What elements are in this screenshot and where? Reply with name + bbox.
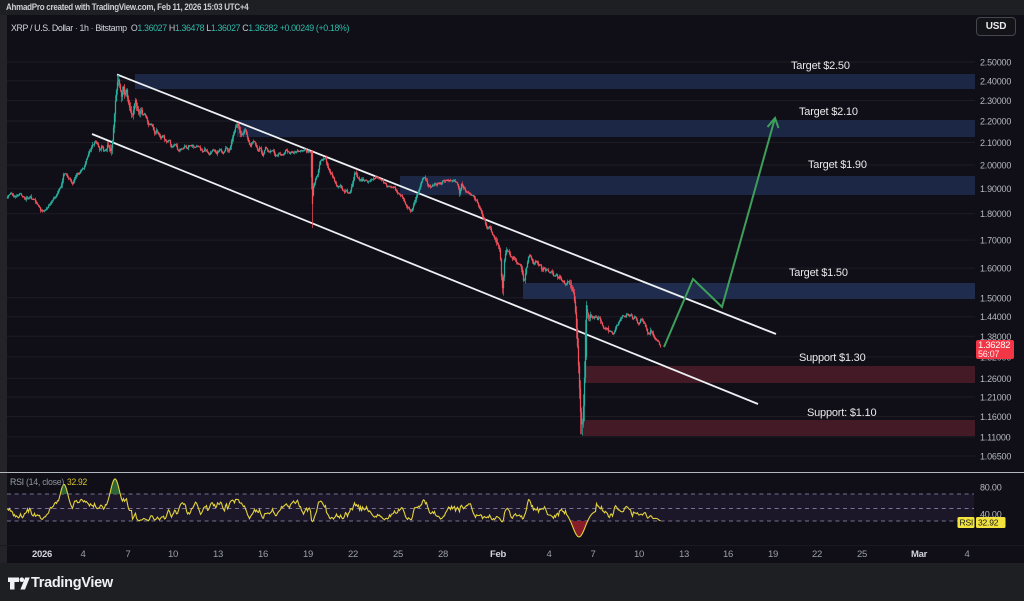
svg-text:1.50000: 1.50000 — [980, 293, 1011, 303]
svg-text:Target $1.50: Target $1.50 — [789, 267, 848, 279]
svg-text:7: 7 — [126, 549, 131, 560]
svg-text:13: 13 — [679, 549, 689, 560]
svg-text:2.10000: 2.10000 — [980, 138, 1011, 148]
svg-text:1.90000: 1.90000 — [980, 184, 1011, 194]
svg-text:4: 4 — [965, 549, 970, 560]
svg-text:Target $2.10: Target $2.10 — [799, 106, 858, 118]
svg-text:1.80000: 1.80000 — [980, 209, 1011, 219]
svg-text:16: 16 — [723, 549, 733, 560]
svg-text:22: 22 — [348, 549, 358, 560]
svg-text:25: 25 — [857, 549, 867, 560]
svg-text:1.36282: 1.36282 — [978, 340, 1010, 351]
svg-text:2.40000: 2.40000 — [980, 76, 1011, 86]
svg-text:7: 7 — [591, 549, 596, 560]
svg-text:1.44000: 1.44000 — [980, 312, 1011, 322]
svg-text:Feb: Feb — [490, 549, 506, 560]
svg-text:28: 28 — [438, 549, 448, 560]
svg-text:Support $1.30: Support $1.30 — [799, 352, 866, 364]
svg-text:22: 22 — [812, 549, 822, 560]
svg-text:40.00: 40.00 — [980, 510, 1002, 520]
svg-text:56:07: 56:07 — [978, 349, 999, 359]
svg-text:2.30000: 2.30000 — [980, 96, 1011, 106]
svg-text:10: 10 — [634, 549, 644, 560]
svg-text:2.20000: 2.20000 — [980, 117, 1011, 127]
svg-text:1.06500: 1.06500 — [980, 452, 1011, 462]
svg-text:1.26000: 1.26000 — [980, 374, 1011, 384]
svg-text:1.70000: 1.70000 — [980, 236, 1011, 246]
svg-text:80.00: 80.00 — [980, 483, 1002, 493]
svg-text:32.92: 32.92 — [978, 517, 999, 527]
svg-text:Support: $1.10: Support: $1.10 — [807, 407, 876, 419]
svg-text:Mar: Mar — [911, 549, 928, 560]
svg-text:2.00000: 2.00000 — [980, 161, 1011, 171]
svg-text:Target $1.90: Target $1.90 — [808, 159, 867, 171]
svg-text:13: 13 — [213, 549, 223, 560]
svg-text:25: 25 — [393, 549, 403, 560]
svg-text:2026: 2026 — [32, 549, 52, 560]
svg-text:10: 10 — [168, 549, 178, 560]
svg-text:1.38000: 1.38000 — [980, 332, 1011, 342]
svg-text:RSI (14, close): RSI (14, close) — [10, 477, 64, 488]
svg-text:RSI: RSI — [960, 517, 974, 527]
svg-text:4: 4 — [547, 549, 552, 560]
svg-text:1.21000: 1.21000 — [980, 393, 1011, 403]
svg-text:1.11000: 1.11000 — [980, 432, 1011, 442]
svg-text:1.60000: 1.60000 — [980, 264, 1011, 274]
svg-text:32.92: 32.92 — [67, 477, 87, 488]
svg-text:Target $2.50: Target $2.50 — [791, 60, 850, 72]
svg-text:19: 19 — [768, 549, 778, 560]
svg-text:4: 4 — [81, 549, 86, 560]
svg-text:2.50000: 2.50000 — [980, 58, 1011, 68]
svg-text:16: 16 — [258, 549, 268, 560]
svg-text:19: 19 — [303, 549, 313, 560]
svg-text:1.16000: 1.16000 — [980, 412, 1011, 422]
